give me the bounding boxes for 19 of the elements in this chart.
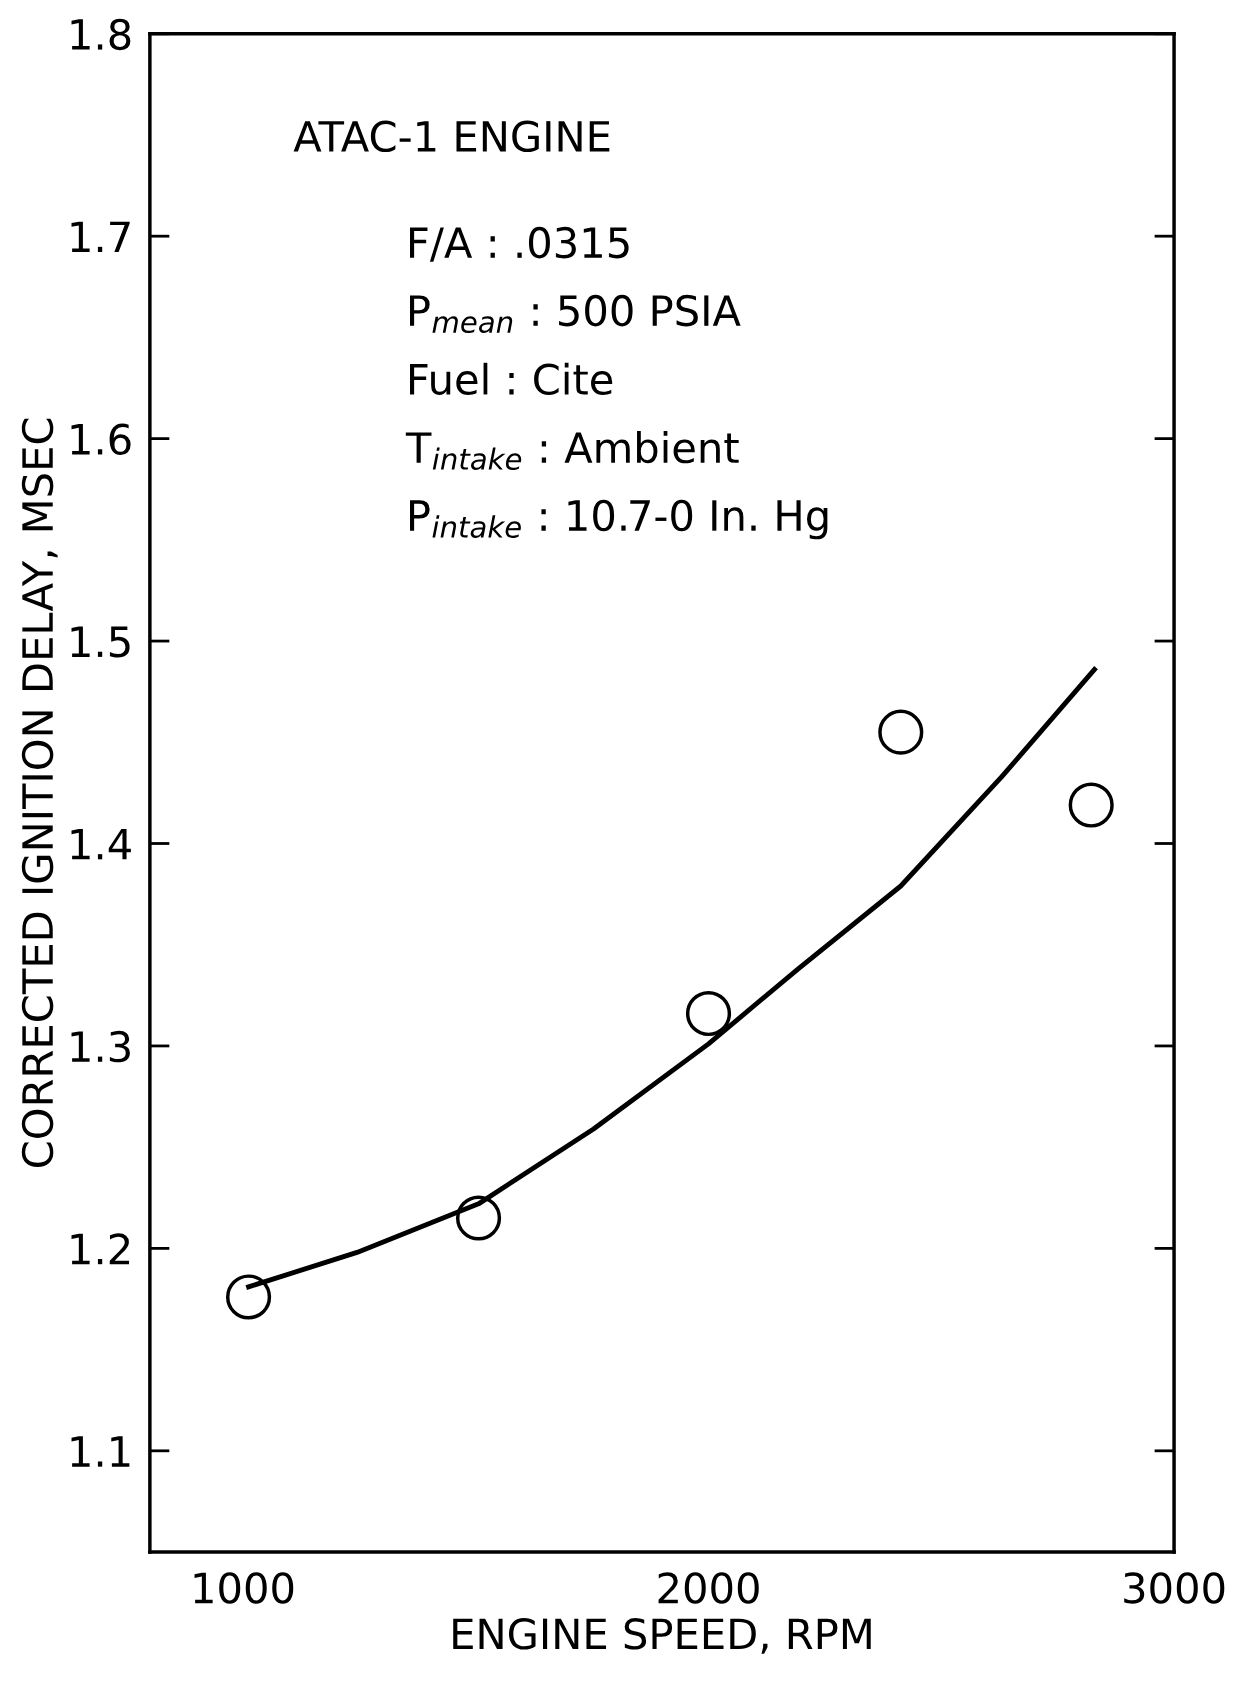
annotation: P$_{mean}$ : 500 PSIA — [410, 294, 741, 334]
y-tick-label: 1.3 — [71, 1030, 130, 1063]
y-tick-label: 1.6 — [71, 423, 131, 456]
x-tick-label: 1000 — [194, 1572, 294, 1604]
y-tick-label: 1.7 — [71, 221, 130, 253]
y-tick-label: 1.2 — [71, 1233, 130, 1265]
x-tick-label: 3000 — [1124, 1572, 1225, 1604]
x-axis-title: ENGINE SPEED, RPM — [453, 1618, 871, 1654]
annotation: Fuel : Cite — [410, 362, 613, 396]
annotation: F/A : .0315 — [410, 226, 629, 262]
y-tick-label: 1.8 — [71, 18, 131, 51]
y-tick-label: 1.4 — [71, 828, 131, 860]
y-axis-title: CORRECTED IGNITION DELAY, MSEC — [21, 418, 58, 1168]
annotation: T$_{intake}$ : Ambient — [405, 431, 739, 471]
annotation: P$_{intake}$ : 10.7-0 In. Hg — [410, 499, 828, 540]
annotation: ATAC-1 ENGINE — [293, 120, 610, 153]
y-tick-label: 1.5 — [71, 626, 130, 658]
y-tick-label: 1.1 — [71, 1436, 130, 1467]
x-tick-label: 2000 — [658, 1572, 759, 1604]
